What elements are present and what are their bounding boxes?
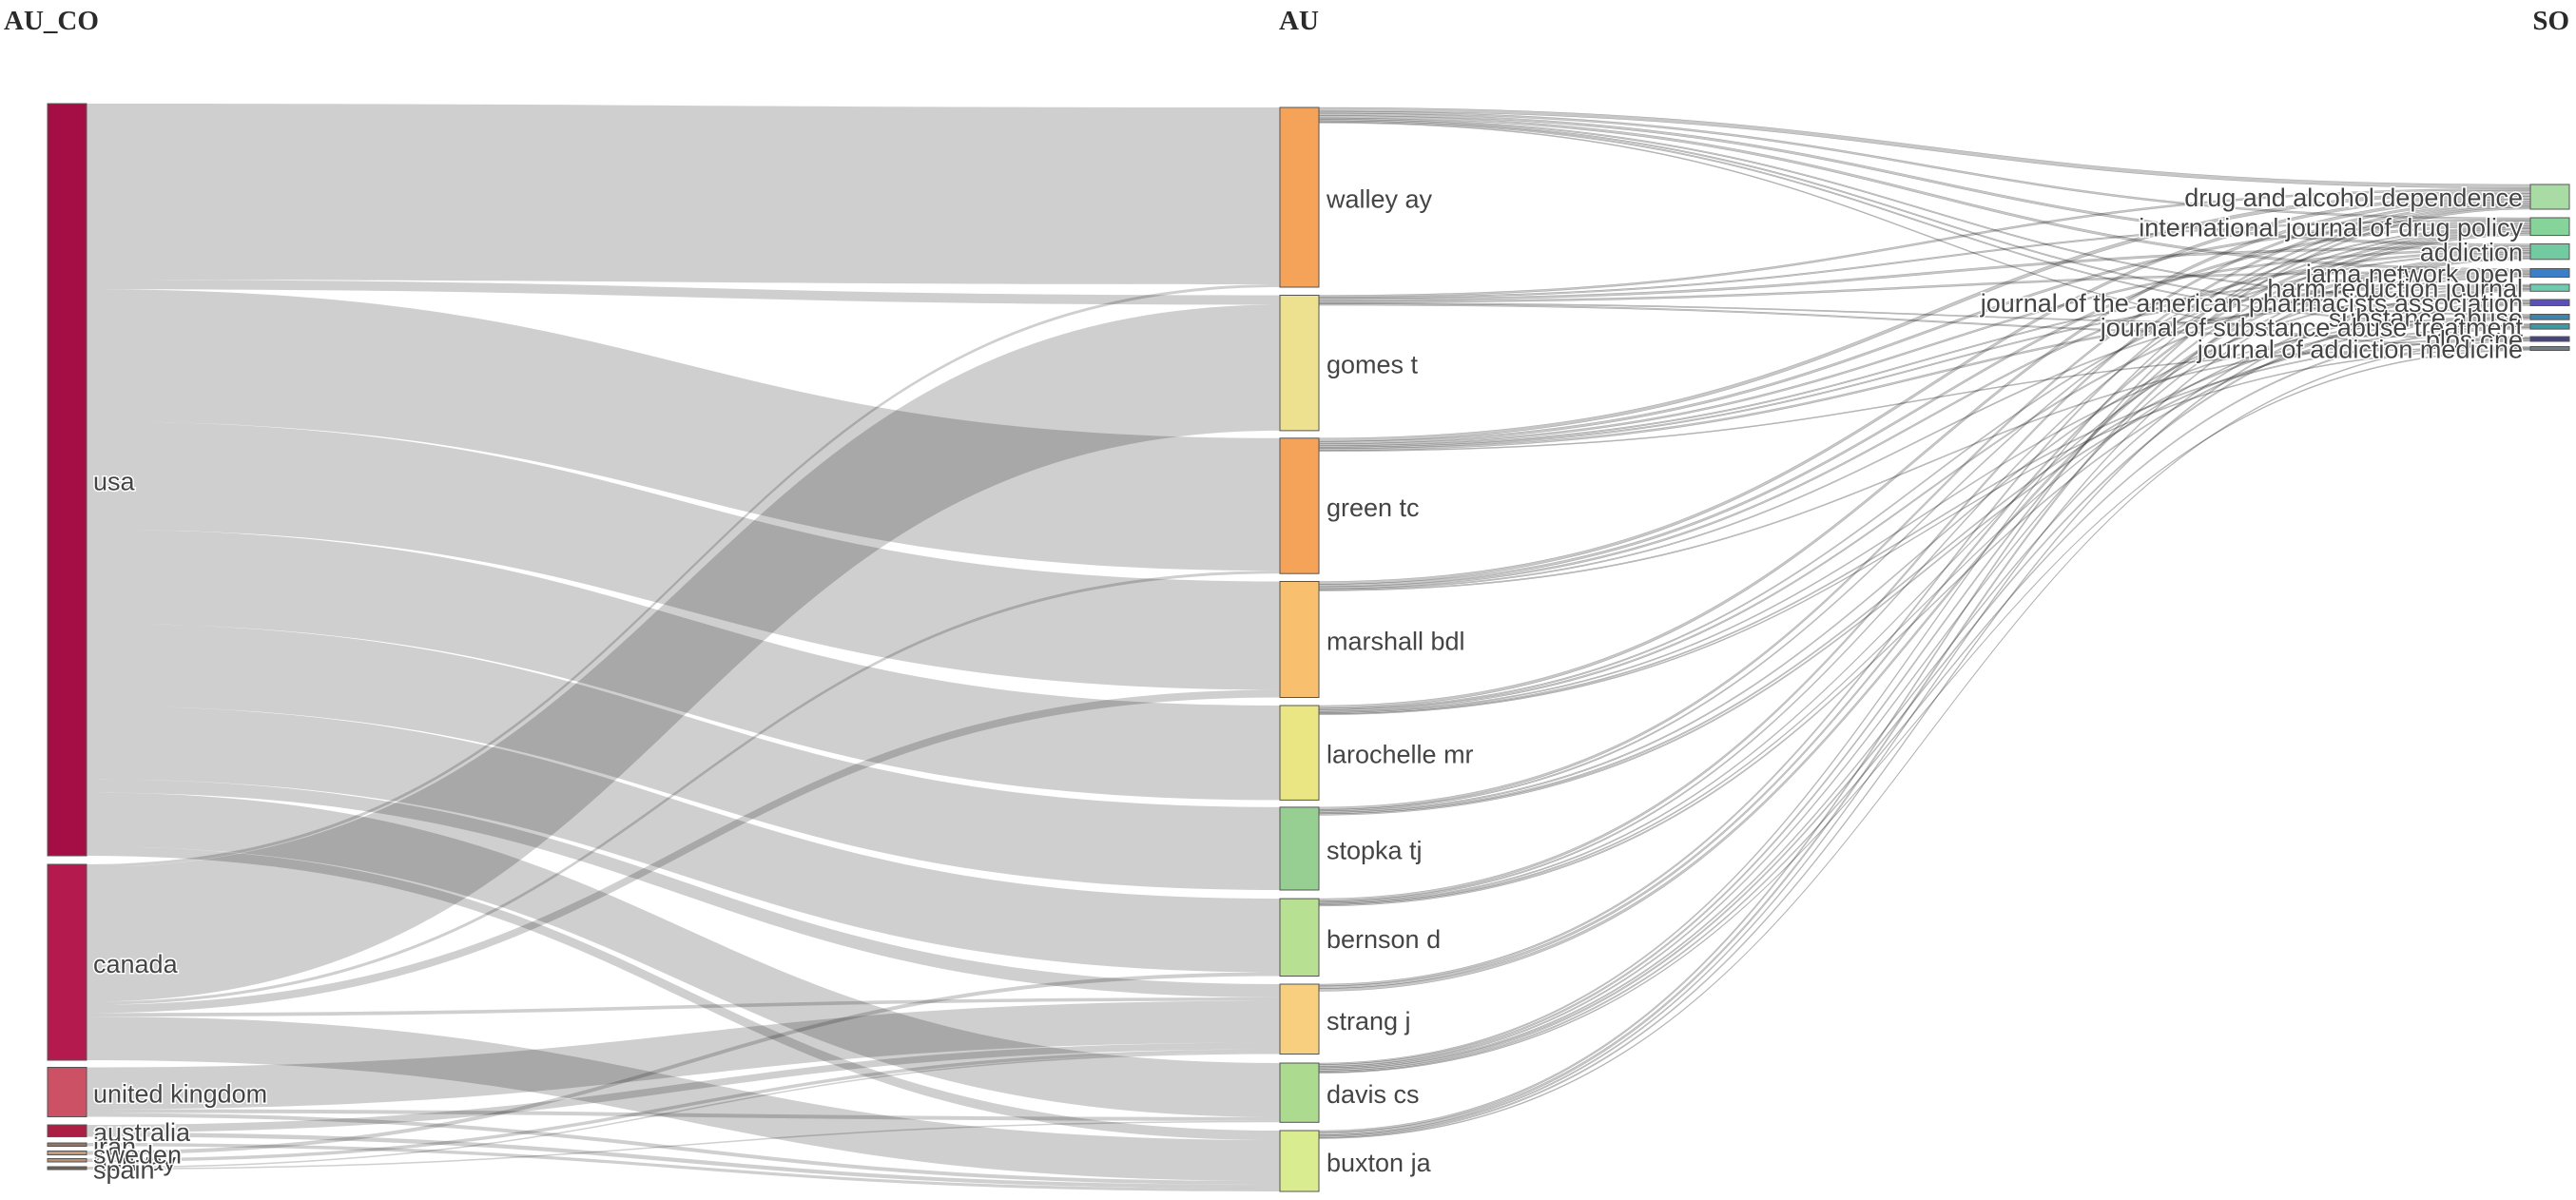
svg-text:AU: AU — [1279, 6, 1319, 36]
svg-text:usa: usa — [93, 468, 136, 496]
svg-text:journal of the american pharma: journal of the american pharmacists asso… — [1980, 289, 2523, 318]
svg-text:canada: canada — [93, 950, 179, 978]
svg-text:united kingdom: united kingdom — [93, 1080, 267, 1109]
svg-text:journal of substance abuse tre: journal of substance abuse treatment — [2100, 313, 2524, 341]
svg-text:spain: spain — [93, 1156, 155, 1185]
svg-text:gomes t: gomes t — [1327, 351, 1419, 379]
svg-text:SO: SO — [2532, 6, 2569, 36]
svg-text:bernson d: bernson d — [1327, 925, 1441, 954]
svg-text:addiction: addiction — [2420, 239, 2523, 267]
svg-text:iran: iran — [93, 1132, 136, 1161]
svg-text:marshall bdl: marshall bdl — [1327, 628, 1465, 656]
svg-text:australia: australia — [93, 1118, 191, 1147]
svg-text:plos one: plos one — [2426, 326, 2523, 355]
svg-text:international journal of drug: international journal of drug policy — [2139, 213, 2523, 242]
svg-text:substance abuse: substance abuse — [2329, 303, 2523, 332]
svg-text:norway: norway — [93, 1148, 177, 1176]
svg-text:davis cs: davis cs — [1327, 1080, 1420, 1109]
svg-text:strang j: strang j — [1327, 1007, 1411, 1035]
svg-text:journal of addiction medicine: journal of addiction medicine — [2197, 336, 2523, 364]
svg-text:stopka tj: stopka tj — [1327, 836, 1423, 864]
svg-text:harm reduction journal: harm reduction journal — [2267, 275, 2523, 303]
svg-text:buxton ja: buxton ja — [1327, 1149, 1432, 1177]
svg-text:green tc: green tc — [1327, 494, 1420, 522]
svg-text:larochelle mr: larochelle mr — [1327, 741, 1474, 769]
svg-text:sweden: sweden — [93, 1141, 182, 1170]
svg-text:jama network open: jama network open — [2305, 260, 2523, 288]
svg-text:drug and alcohol dependence: drug and alcohol dependence — [2184, 184, 2523, 212]
svg-text:AU_CO: AU_CO — [4, 6, 99, 36]
svg-text:walley ay: walley ay — [1326, 185, 1433, 214]
